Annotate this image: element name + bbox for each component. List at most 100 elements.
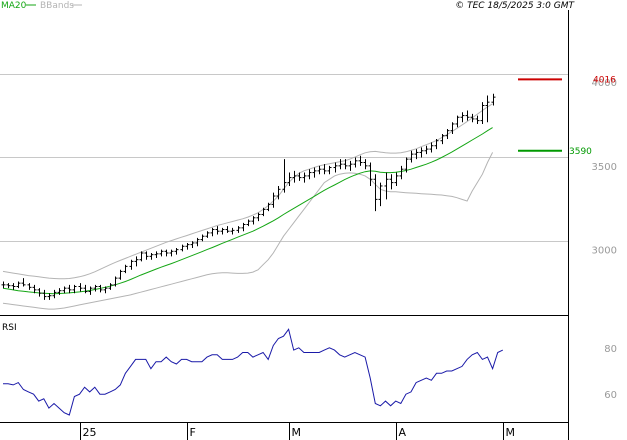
copyright-timestamp: © TEC 18/5/2025 3:0 GMT: [455, 1, 575, 11]
price-tick-label: 4000: [592, 78, 617, 89]
ohlc-bar: [302, 172, 307, 183]
ohlc-bar: [485, 95, 490, 123]
ohlc-bar: [266, 202, 271, 212]
rsi-tick-label: 60: [604, 390, 617, 401]
ohlc-bar: [144, 251, 149, 260]
ohlc-bar: [358, 155, 363, 166]
ma20-line: [2, 127, 493, 295]
ohlc-bar: [434, 139, 439, 150]
rsi-yaxis-ticks: 80 60: [604, 344, 617, 401]
ohlc-bar: [174, 247, 179, 255]
ohlc-bar: [480, 102, 485, 124]
rsi-title: RSI: [2, 323, 17, 333]
ohlc-bar: [307, 169, 312, 180]
ohlc-bar: [445, 128, 450, 140]
ohlc-bar: [394, 172, 399, 186]
ohlc-bar: [113, 276, 118, 287]
ohlc-bar: [190, 241, 195, 248]
ma20-series: [2, 127, 493, 295]
rsi-tick-label: 80: [604, 344, 617, 355]
level-label-3590: 3590: [569, 147, 592, 157]
ohlc-bar: [276, 185, 281, 200]
ohlc-bar: [475, 115, 480, 124]
ohlc-bar: [16, 281, 21, 289]
month-label: 25: [83, 426, 97, 439]
ohlc-bar: [414, 149, 419, 160]
ohlc-bar: [47, 293, 52, 300]
ohlc-bar: [83, 284, 88, 294]
month-label: M: [506, 426, 516, 439]
ohlc-bar: [455, 115, 460, 128]
ohlc-bar: [491, 93, 496, 106]
ohlc-bar: [261, 207, 266, 217]
ohlc-bar: [210, 227, 215, 237]
ohlc-bar: [399, 165, 404, 180]
ohlc-bar: [108, 283, 113, 290]
rsi-line: [3, 328, 504, 416]
ohlc-bar: [118, 269, 123, 280]
ohlc-bar: [389, 174, 394, 190]
ma20-legend: MA20: [1, 1, 27, 11]
ohlc-bar: [282, 159, 287, 193]
ohlc-bar: [348, 160, 353, 171]
ohlc-bar: [333, 162, 338, 173]
ohlc-bar: [129, 259, 134, 270]
ohlc-bar: [32, 284, 37, 294]
ohlc-bar: [103, 286, 108, 294]
ohlc-bar: [72, 284, 77, 294]
ohlc-bar: [67, 284, 72, 294]
ohlc-bar: [78, 283, 83, 292]
ohlc-bar: [62, 286, 67, 294]
rsi-series: [3, 328, 504, 416]
ohlc-bar: [230, 227, 235, 235]
ohlc-bar: [312, 167, 317, 178]
ohlc-bar: [27, 283, 32, 290]
ohlc-bar: [353, 157, 358, 168]
month-label: M: [292, 426, 302, 439]
price-tick-label: 3500: [592, 162, 617, 173]
ohlc-bar: [470, 113, 475, 123]
ohlc-bar: [429, 142, 434, 153]
ohlc-bar: [225, 226, 230, 233]
ohlc-bar: [378, 182, 383, 207]
ohlc-bar: [169, 249, 174, 257]
ohlc-bar: [215, 226, 220, 235]
ohlc-bar: [460, 112, 465, 123]
ohlc-bar: [57, 288, 62, 295]
bollinger-bands: [2, 103, 494, 310]
ohlc-bar: [368, 162, 373, 186]
ohlc-bar: [322, 164, 327, 175]
ohlc-bar: [88, 286, 93, 295]
month-axis: 25 F M A M: [80, 422, 516, 440]
ohlc-bar: [292, 170, 297, 183]
ohlc-bar: [123, 264, 128, 274]
ohlc-bar: [287, 172, 292, 186]
ohlc-bar: [185, 242, 190, 250]
ohlc-bar: [195, 237, 200, 247]
month-label: A: [399, 426, 407, 439]
ohlc-bar: [256, 212, 261, 222]
ohlc-bar: [338, 159, 343, 170]
ohlc-bar: [164, 249, 169, 257]
ohlc-bar: [149, 252, 154, 260]
key-levels: 4016 3590: [518, 75, 616, 157]
ohlc-bar: [98, 284, 103, 293]
ohlc-bar: [327, 165, 332, 175]
price-candles: [1, 93, 496, 300]
bb-upper-line: [2, 103, 493, 280]
ohlc-bar: [409, 150, 414, 163]
ohlc-bar: [373, 174, 378, 212]
ohlc-bar: [21, 278, 26, 287]
ohlc-bar: [297, 172, 302, 181]
ohlc-bar: [246, 219, 251, 227]
ohlc-bar: [465, 110, 470, 121]
bbands-legend: BBands: [40, 1, 74, 11]
ohlc-bar: [450, 122, 455, 135]
ohlc-bar: [134, 256, 139, 267]
ohlc-bar: [180, 244, 185, 252]
ohlc-bar: [154, 251, 159, 259]
ohlc-bar: [1, 281, 6, 289]
ohlc-bar: [241, 222, 246, 232]
ohlc-bar: [42, 289, 47, 300]
